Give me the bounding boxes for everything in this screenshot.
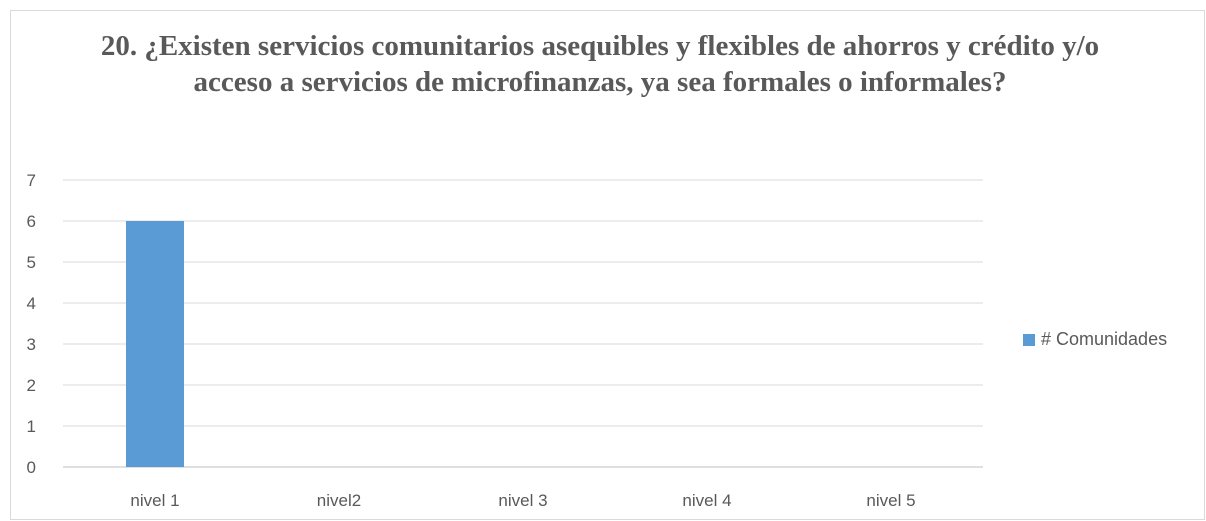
y-tick-label: 6 [27, 212, 36, 231]
chart-title: 20. ¿Existen servicios comunitarios aseq… [100, 30, 1100, 98]
y-tick-label: 4 [27, 294, 36, 313]
y-tick-label: 1 [27, 417, 36, 436]
x-tick-label: nivel 1 [130, 491, 179, 510]
x-tick-label: nivel2 [317, 491, 361, 510]
x-tick-label: nivel 5 [866, 491, 915, 510]
chart-frame [10, 10, 1205, 520]
y-tick-label: 0 [27, 458, 36, 477]
bar [126, 221, 184, 467]
y-tick-label: 3 [27, 335, 36, 354]
legend-label: # Comunidades [1041, 329, 1168, 349]
legend: # Comunidades [1023, 329, 1167, 350]
legend-swatch [1023, 333, 1035, 346]
y-tick-label: 5 [27, 253, 36, 272]
y-tick-label: 7 [27, 171, 36, 190]
x-tick-label: nivel 4 [682, 491, 731, 510]
y-tick-label: 2 [27, 376, 36, 395]
x-tick-label: nivel 3 [498, 491, 547, 510]
